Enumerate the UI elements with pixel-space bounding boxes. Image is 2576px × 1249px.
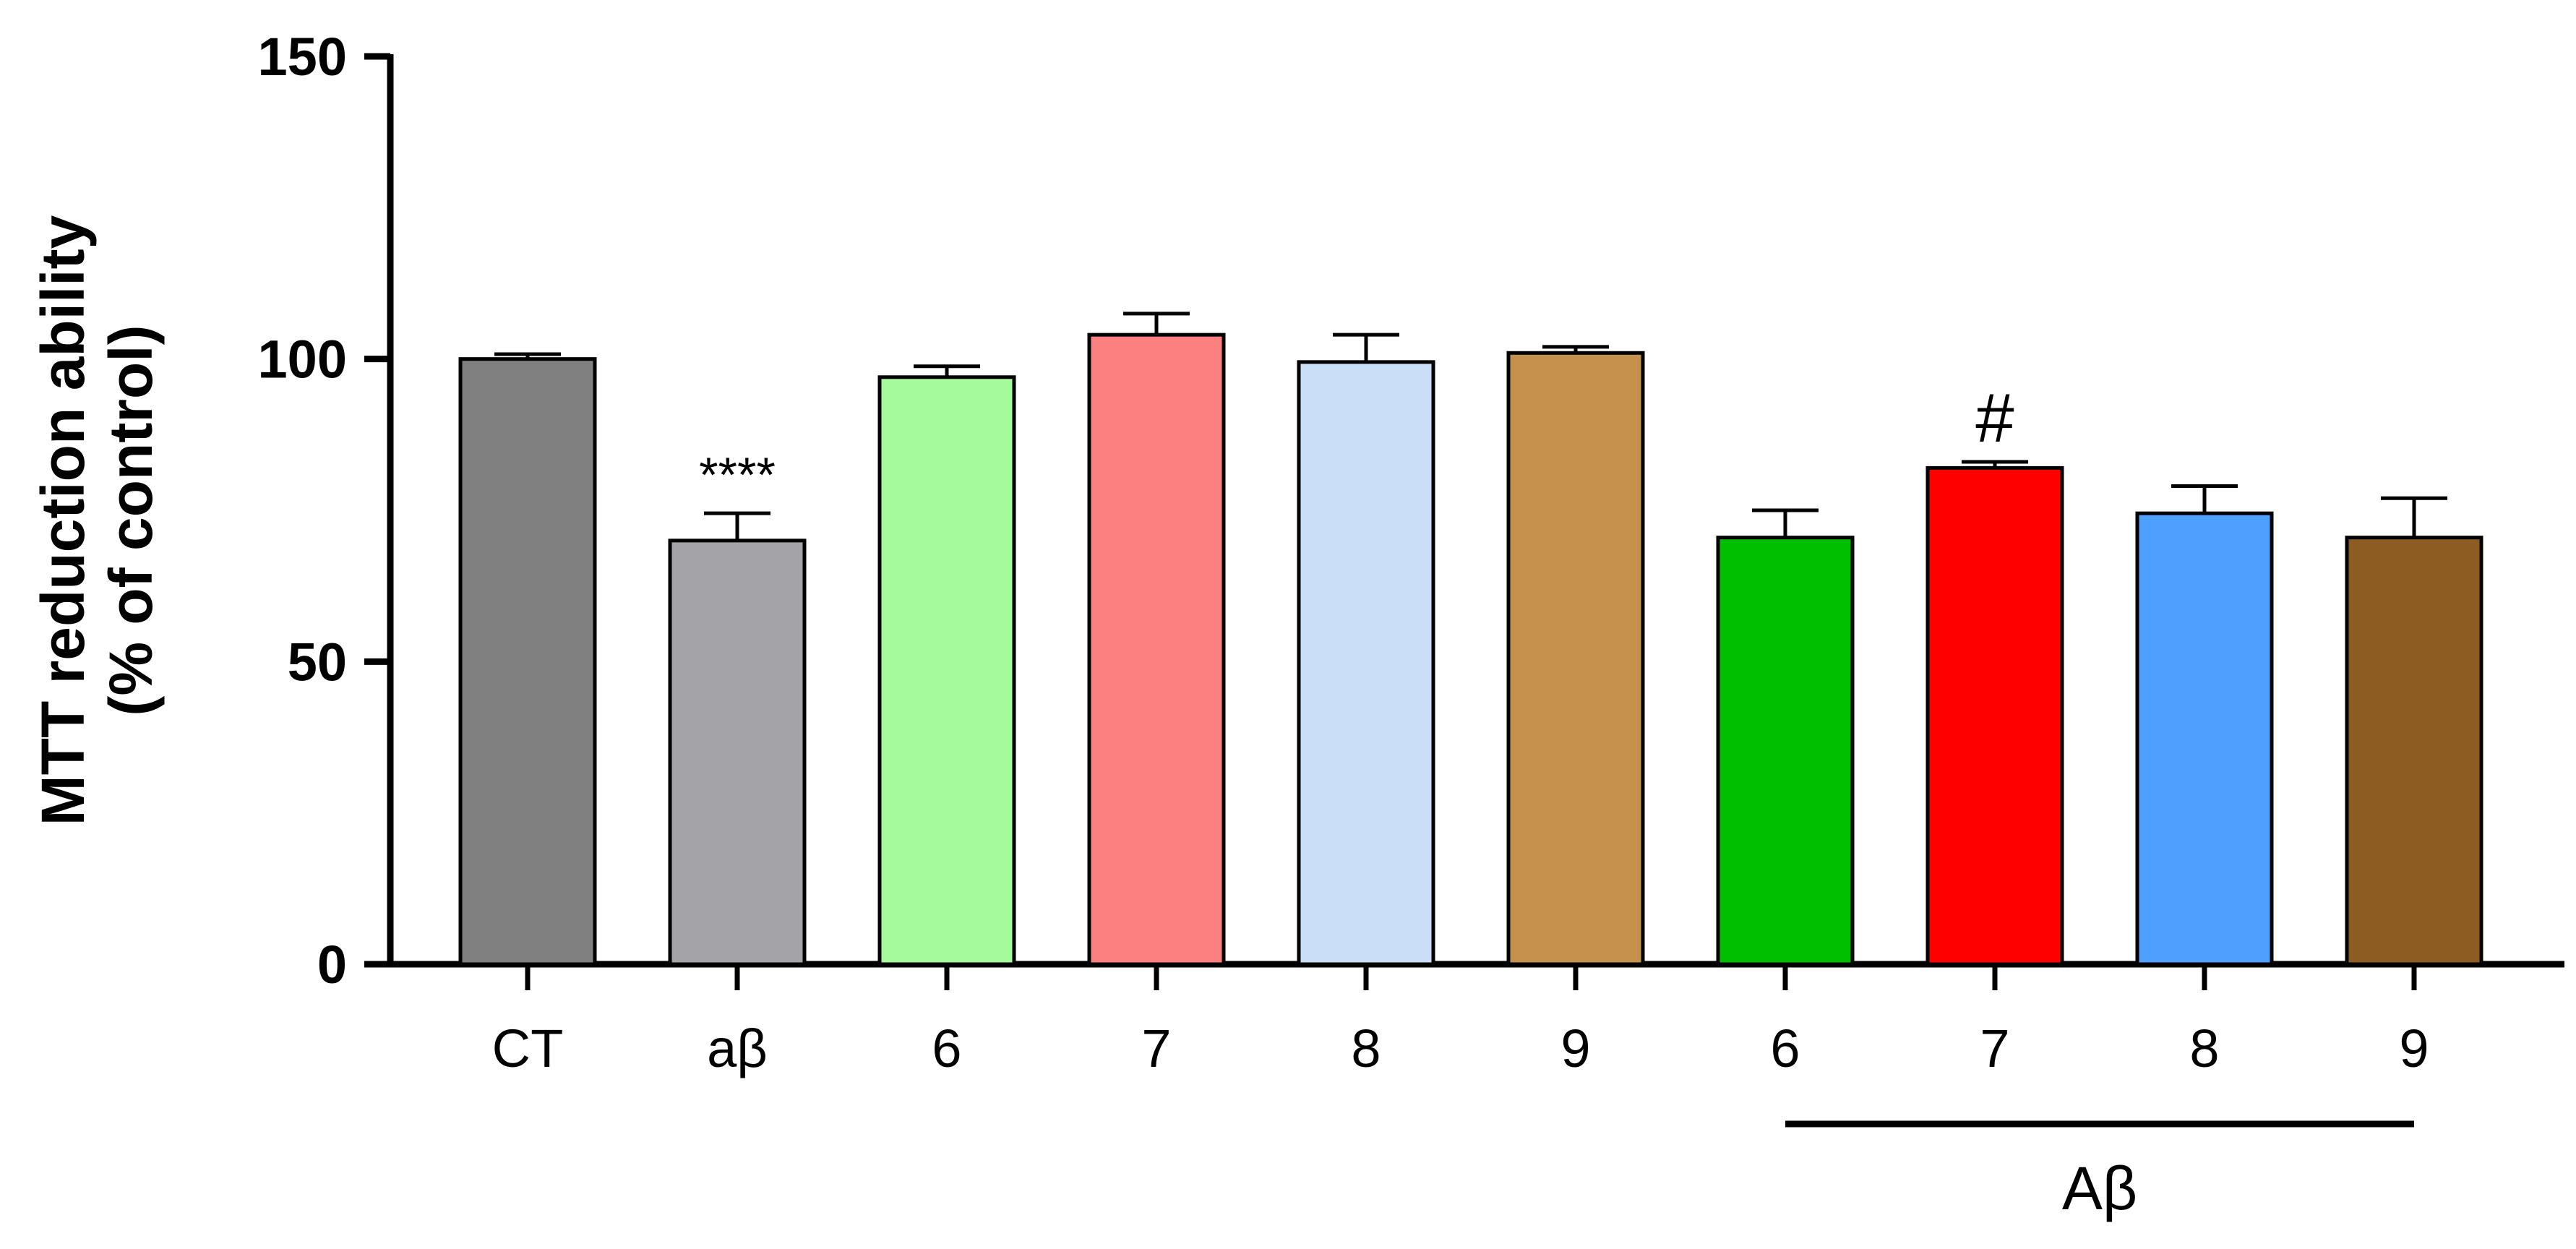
x-tick-label: CT xyxy=(492,1018,564,1078)
x-tick-label: 8 xyxy=(1351,1018,1381,1078)
y-axis-label: MTT reduction ability (% of control) xyxy=(29,215,165,825)
bar xyxy=(2345,536,2483,966)
x-tick-label: 6 xyxy=(932,1018,961,1078)
x-tick-label: 9 xyxy=(2399,1018,2429,1078)
x-tick-labels: CT aβ 6 7 8 9 6 7 8 9 xyxy=(492,964,2429,1078)
y-tick-label: 100 xyxy=(258,330,347,390)
bar xyxy=(2135,511,2274,966)
bar xyxy=(1087,332,1226,966)
bar xyxy=(1925,465,2064,966)
bar xyxy=(1297,360,1435,966)
bar xyxy=(668,538,807,966)
x-tick-label: 9 xyxy=(1560,1018,1590,1078)
y-tick-label: 150 xyxy=(258,27,347,87)
x-tick-label: 6 xyxy=(1770,1018,1800,1078)
annotations: **** # xyxy=(699,379,2014,502)
bar xyxy=(458,357,597,966)
y-tick-label: 0 xyxy=(317,935,347,995)
bar xyxy=(877,375,1016,966)
bars xyxy=(458,312,2483,966)
x-tick-label: aβ xyxy=(707,1018,768,1078)
group-bracket: Aβ xyxy=(1785,1120,2414,1222)
y-tick-label: 50 xyxy=(288,632,347,692)
y-axis-label-line-2: (% of control) xyxy=(97,325,165,716)
x-tick-label: 8 xyxy=(2189,1018,2219,1078)
bar xyxy=(1506,351,1645,966)
significance-annotation: **** xyxy=(699,447,776,502)
group-bracket-label: Aβ xyxy=(2062,1154,2137,1222)
significance-annotation: # xyxy=(1975,379,2014,457)
x-tick-label: 7 xyxy=(1980,1018,2009,1078)
x-tick-label: 7 xyxy=(1141,1018,1171,1078)
y-axis-label-line-1: MTT reduction ability xyxy=(29,215,97,825)
bar xyxy=(1716,536,1855,966)
